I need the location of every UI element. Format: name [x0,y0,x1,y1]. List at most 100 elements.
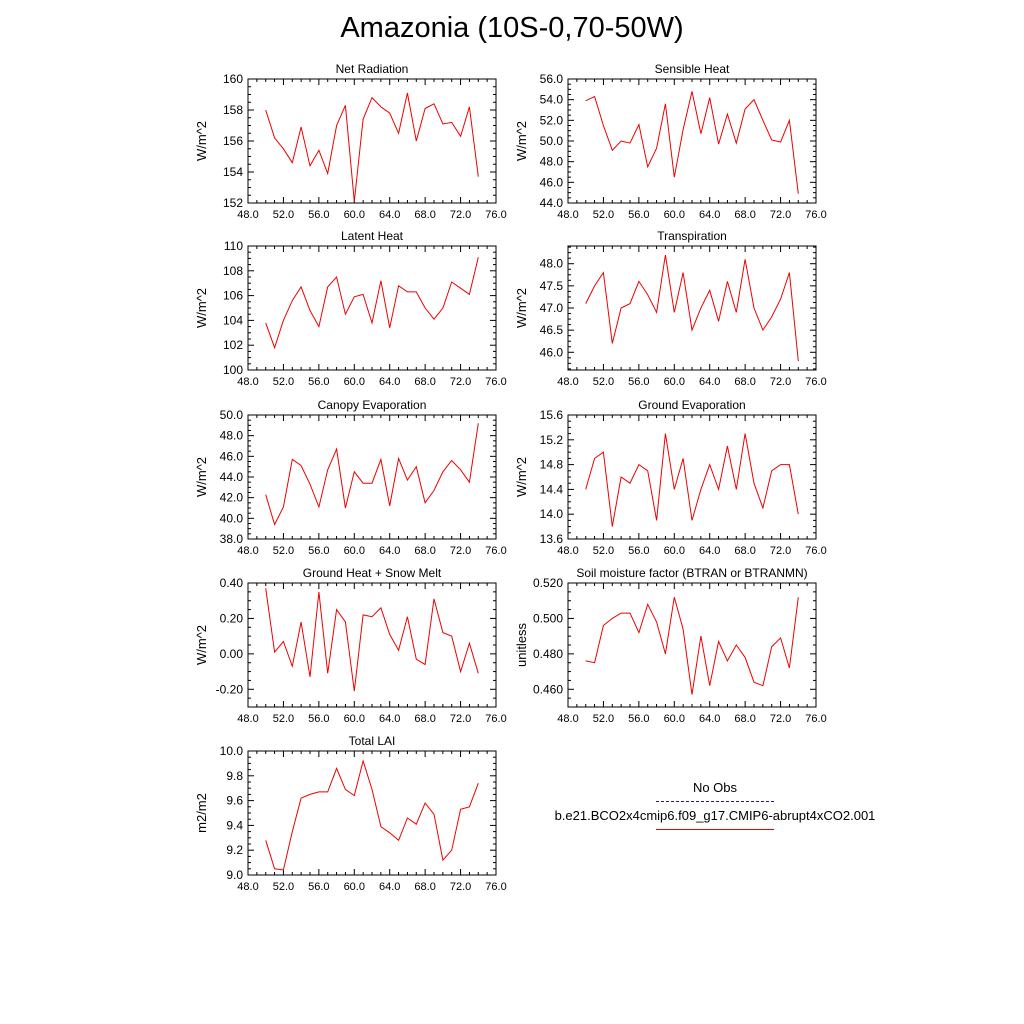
y-tick-label: 42.0 [220,491,244,505]
legend-line-model [656,829,774,830]
y-tick-label: 46.0 [540,345,564,359]
x-tick-label: 48.0 [557,545,578,557]
x-tick-label: 72.0 [770,713,791,725]
panel-title: Transpiration [657,229,727,243]
x-tick-label: 52.0 [273,209,294,221]
y-tick-label: 50.0 [220,408,244,422]
plot-frame [567,78,817,204]
y-tick-label: 40.0 [220,511,244,525]
x-tick-label: 64.0 [699,545,720,557]
panel-6: Ground Evaporation W/m^2 48.0 52.0 56.0 60.0 6… [514,398,827,557]
x-tick-label: 64.0 [699,713,720,725]
legend-label-obs: No Obs [692,780,738,795]
y-tick-label: 0.20 [220,611,244,625]
x-tick-label: 60.0 [344,881,365,893]
y-tick-label: 48.0 [540,257,564,271]
x-tick-label: 48.0 [237,713,258,725]
panel-title: Sensible Heat [655,62,730,76]
x-tick-label: 64.0 [699,209,720,221]
panel-4: Transpiration W/m^2 48.0 52.0 56.0 60.0 64.0 68… [514,229,827,388]
y-tick-label: 100 [223,363,243,377]
plot-frame [247,245,497,371]
y-tick-label: 0.500 [533,611,563,625]
series-line [585,254,799,362]
x-tick-label: 52.0 [593,376,614,388]
y-tick-label: 54.0 [540,93,564,107]
y-tick-label: 56.0 [540,72,564,86]
x-tick-label: 76.0 [485,545,506,557]
x-tick-label: 60.0 [664,713,685,725]
x-tick-label: 52.0 [273,881,294,893]
x-tick-label: 48.0 [557,713,578,725]
x-tick-label: 68.0 [414,713,435,725]
panel-7: Ground Heat + Snow Melt W/m^2 48.0 52.0 56.0… [194,566,507,725]
y-tick-label: 0.480 [533,647,563,661]
x-tick-label: 72.0 [450,209,471,221]
y-tick-label: 9.4 [226,818,243,832]
y-tick-label: 9.2 [226,843,243,857]
series-line [265,588,479,692]
y-tick-label: 46.0 [220,449,244,463]
x-tick-label: 76.0 [485,209,506,221]
y-tick-label: 48.0 [540,155,564,169]
x-tick-label: 52.0 [593,545,614,557]
y-tick-label: 9.0 [226,868,243,882]
x-tick-label: 64.0 [379,545,400,557]
plot-frame [247,582,497,708]
y-tick-label: 13.6 [540,532,564,546]
figure-title: Amazonia (10S-0,70-50W) [340,12,684,44]
y-tick-label: 52.0 [540,113,564,127]
legend-label-model: b.e21.BCO2x4cmip6.f09_g17.CMIP6-abrupt4x… [554,808,876,823]
x-tick-label: 56.0 [628,545,649,557]
panel-2: Sensible Heat W/m^2 48.0 52.0 56.0 60.0 64.0 68… [514,62,827,221]
legend-line-obs [656,801,774,802]
x-tick-label: 72.0 [450,545,471,557]
panel-title: Canopy Evaporation [318,398,427,412]
x-tick-label: 56.0 [308,376,329,388]
y-tick-label: 14.8 [540,458,564,472]
plot-frame [247,414,497,540]
x-tick-label: 52.0 [273,376,294,388]
x-tick-label: 72.0 [450,881,471,893]
panel-1: Net Radiation W/m^2 48.0 52.0 56.0 60.0 64.0 68… [194,62,507,221]
x-tick-label: 68.0 [734,376,755,388]
x-tick-label: 52.0 [593,209,614,221]
y-tick-label: 15.2 [540,433,564,447]
y-tick-label: 0.520 [533,576,563,590]
y-axis-label: W/m^2 [194,121,209,161]
series-line [585,91,799,194]
y-tick-label: -0.20 [216,682,244,696]
y-axis-label: W/m^2 [514,121,529,161]
x-tick-label: 56.0 [308,881,329,893]
y-tick-label: 102 [223,338,243,352]
x-tick-label: 48.0 [557,376,578,388]
y-axis-label: W/m^2 [514,288,529,328]
y-tick-label: 46.5 [540,323,564,337]
x-tick-label: 48.0 [237,209,258,221]
series-line [265,759,479,871]
x-tick-label: 72.0 [450,713,471,725]
x-tick-label: 56.0 [308,545,329,557]
x-tick-label: 56.0 [308,713,329,725]
panel-8: Soil moisture factor (BTRAN or BTRANMN) u… [514,566,827,725]
y-tick-label: 14.4 [540,482,564,496]
x-tick-label: 76.0 [485,713,506,725]
x-tick-label: 68.0 [414,209,435,221]
x-tick-label: 72.0 [770,545,791,557]
x-tick-label: 60.0 [344,545,365,557]
x-tick-label: 68.0 [414,376,435,388]
panel-title: Ground Heat + Snow Melt [303,566,442,580]
y-tick-label: 110 [224,239,243,253]
y-axis-label: W/m^2 [194,288,209,328]
y-tick-label: 46.0 [540,175,564,189]
plot-frame [247,750,497,876]
panel-title: Latent Heat [341,229,404,243]
y-tick-label: 154 [223,165,243,179]
y-tick-label: 44.0 [220,470,244,484]
y-tick-label: 158 [223,103,243,117]
x-tick-label: 52.0 [273,545,294,557]
y-axis-label: m2/m2 [194,793,209,833]
panel-9: Total LAI m2/m2 48.0 52.0 56.0 60.0 64.0 68.0 72… [194,734,507,893]
